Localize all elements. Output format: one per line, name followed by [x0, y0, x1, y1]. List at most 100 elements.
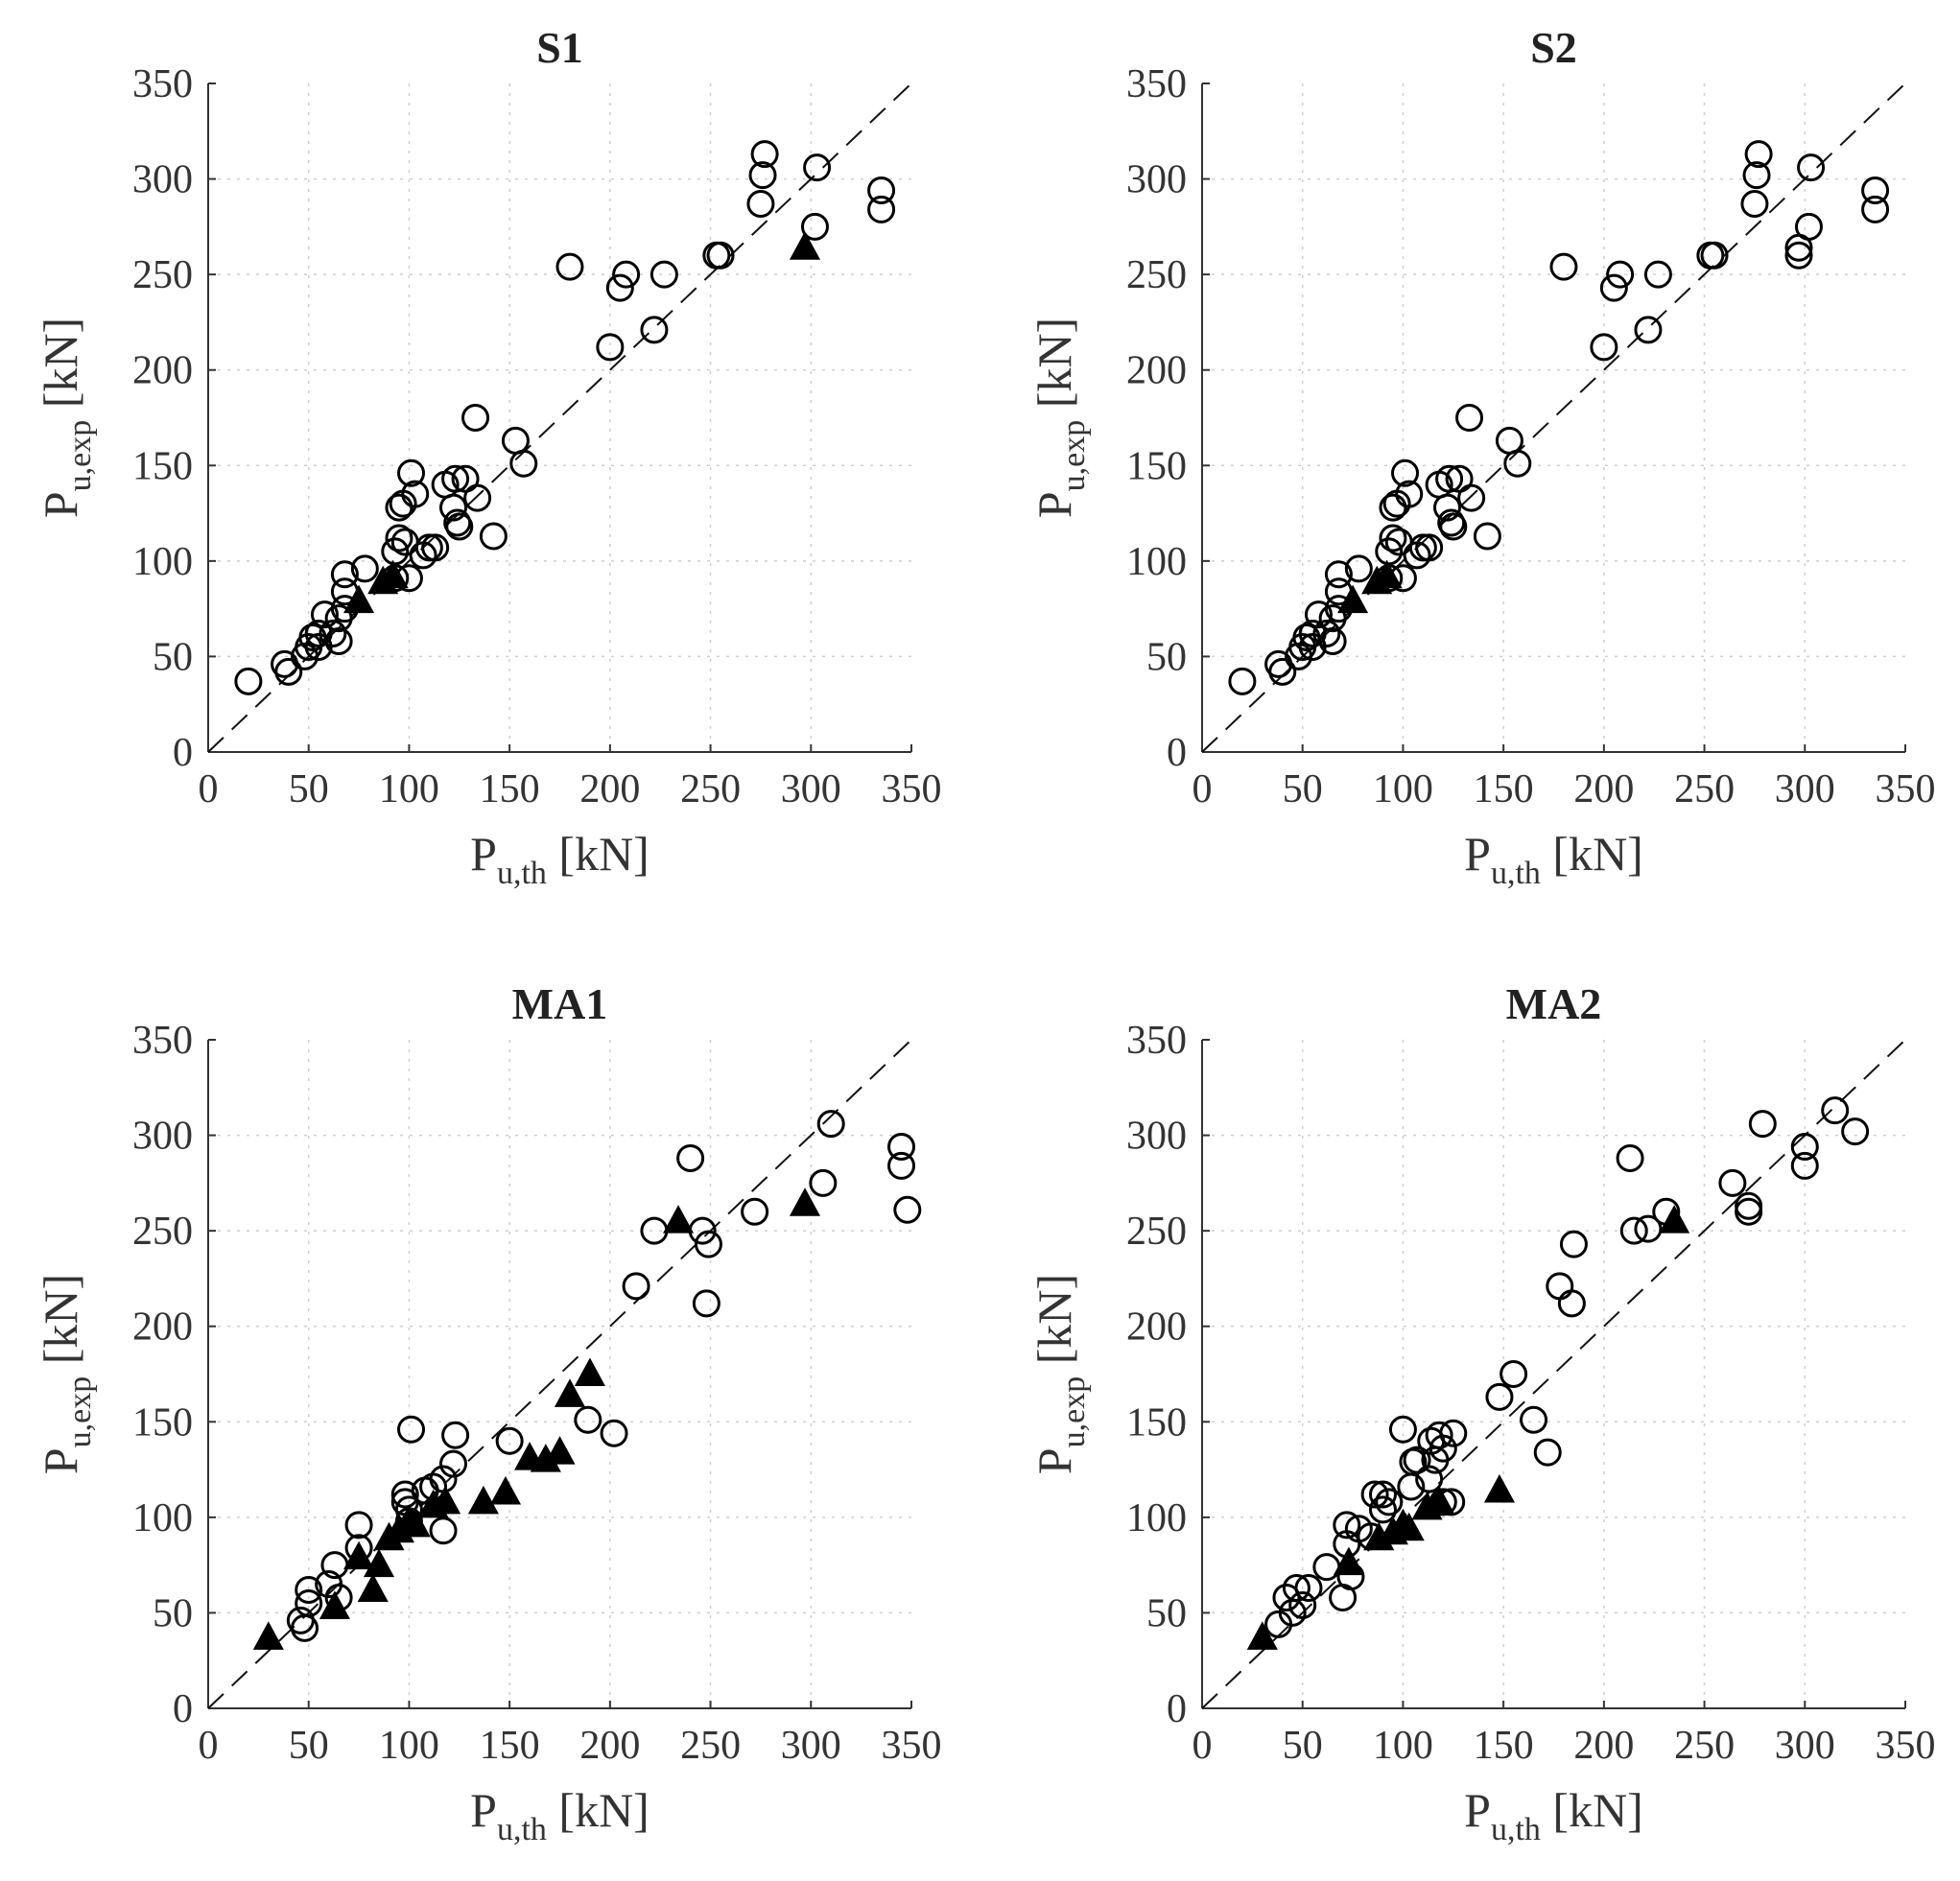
- x-tick-label: 150: [480, 1724, 540, 1768]
- reference-line: [207, 82, 912, 753]
- data-point-circle: [429, 1517, 458, 1545]
- y-tick-label: 150: [1126, 1400, 1187, 1445]
- data-point-circle: [1425, 1421, 1453, 1449]
- y-tick-label: 100: [132, 1496, 193, 1540]
- data-point-circle: [612, 260, 641, 289]
- x-axis-label: Pu,th [kN]: [1464, 827, 1643, 891]
- data-point-circle: [1718, 1168, 1747, 1197]
- data-point-circle: [1784, 241, 1813, 270]
- data-point-circle: [1318, 626, 1347, 655]
- x-tick-label: 150: [1474, 767, 1534, 811]
- x-tick-label: 250: [1674, 767, 1735, 811]
- data-point-circle: [439, 493, 468, 522]
- data-point-circle: [1288, 1590, 1317, 1619]
- data-point-circle: [295, 1588, 323, 1617]
- data-point-circle: [461, 404, 490, 432]
- data-point-circle: [600, 1419, 628, 1447]
- data-point-circle: [1619, 1216, 1648, 1245]
- chart-panel-s2: 0 50 100 150 200 250 300 350 0 50 100 150 200 250 300 3…: [1027, 23, 1936, 891]
- x-label-sub: u,th: [497, 1812, 547, 1847]
- data-point-circle: [596, 333, 625, 362]
- data-point-triangle: [554, 1378, 586, 1407]
- x-tick-label: 100: [379, 1724, 439, 1768]
- data-point-triangle: [544, 1436, 576, 1465]
- series-circles: [1264, 1096, 1870, 1638]
- data-point-circle: [1344, 554, 1373, 583]
- data-point-triangle: [399, 1508, 431, 1538]
- y-tick-label: 0: [173, 1687, 193, 1731]
- data-point-circle: [1740, 189, 1769, 218]
- data-point-circle: [1312, 1553, 1341, 1582]
- y-tick-label: 200: [132, 349, 193, 393]
- data-point-circle: [1433, 493, 1462, 522]
- y-tick-label: 300: [132, 158, 193, 202]
- data-point-circle: [1439, 512, 1468, 541]
- data-point-triangle: [252, 1621, 284, 1650]
- x-tick-label: 200: [1573, 1724, 1634, 1768]
- data-point-circle: [800, 212, 829, 241]
- data-point-triangle: [1424, 1485, 1455, 1515]
- data-point-triangle: [663, 1205, 695, 1234]
- data-point-circle: [1735, 1197, 1763, 1226]
- data-point-triangle: [319, 1590, 350, 1619]
- data-point-circle: [274, 657, 303, 686]
- series-triangles: [252, 1187, 821, 1650]
- chart-title: MA1: [512, 979, 608, 1028]
- data-point-circle: [1744, 140, 1773, 169]
- data-point-circle: [809, 1168, 838, 1197]
- y-tick-label: 50: [1146, 635, 1187, 679]
- data-point-circle: [1473, 522, 1501, 551]
- data-point-circle: [1794, 212, 1823, 241]
- data-point-circle: [1634, 316, 1663, 344]
- data-point-triangle: [1371, 559, 1403, 589]
- data-point-circle: [1590, 333, 1618, 362]
- data-point-triangle: [574, 1357, 605, 1386]
- data-point-circle: [401, 480, 430, 508]
- data-point-circle: [1549, 252, 1578, 281]
- data-point-circle: [1457, 483, 1486, 512]
- data-point-circle: [622, 1272, 650, 1301]
- y-tick-label: 0: [1167, 1687, 1187, 1731]
- y-axis-label: Pu,exp [kN]: [34, 317, 98, 518]
- data-point-triangle: [1337, 584, 1369, 614]
- chart-title: S1: [536, 23, 583, 72]
- data-point-circle: [1439, 1419, 1468, 1447]
- data-point-circle: [1546, 1272, 1574, 1301]
- x-tick-label: 250: [1674, 1724, 1735, 1768]
- data-point-circle: [1748, 1110, 1777, 1139]
- data-point-circle: [350, 554, 379, 583]
- data-point-circle: [649, 260, 678, 289]
- y-tick-label: 250: [1126, 253, 1187, 297]
- data-point-circle: [1388, 1415, 1417, 1444]
- data-point-circle: [1599, 273, 1628, 302]
- data-point-circle: [385, 524, 413, 553]
- data-point-triangle: [467, 1485, 499, 1515]
- data-point-circle: [1391, 458, 1420, 487]
- data-point-circle: [816, 1110, 845, 1139]
- reference-line: [1201, 1039, 1906, 1709]
- data-point-circle: [1500, 1360, 1528, 1388]
- data-point-circle: [1841, 1117, 1870, 1146]
- y-label-unit: [kN]: [1027, 317, 1081, 420]
- data-point-circle: [1368, 1495, 1397, 1524]
- y-tick-label: 300: [1126, 1115, 1187, 1159]
- data-point-circle: [605, 273, 634, 302]
- x-axis-label: Pu,th [kN]: [470, 1783, 649, 1847]
- x-tick-label: 50: [1283, 1724, 1323, 1768]
- data-point-circle: [1429, 1434, 1457, 1463]
- y-label-unit: [kN]: [34, 1274, 87, 1376]
- data-point-circle: [495, 1426, 524, 1455]
- data-point-circle: [509, 449, 538, 478]
- data-point-circle: [439, 1449, 468, 1478]
- y-label-main: P: [1027, 1447, 1081, 1474]
- data-point-circle: [1861, 176, 1890, 205]
- data-point-triangle: [343, 1540, 375, 1570]
- data-point-circle: [1294, 1574, 1323, 1603]
- series-triangles: [1337, 559, 1403, 614]
- data-point-circle: [574, 1405, 602, 1434]
- data-point-circle: [291, 1613, 319, 1642]
- y-label-sub: u,exp: [62, 420, 98, 492]
- chart-panel-s1: 0 50 100 150 200 250 300 350 0 50 100 150 200 250 300 3…: [34, 23, 942, 891]
- data-point-triangle: [357, 1573, 389, 1603]
